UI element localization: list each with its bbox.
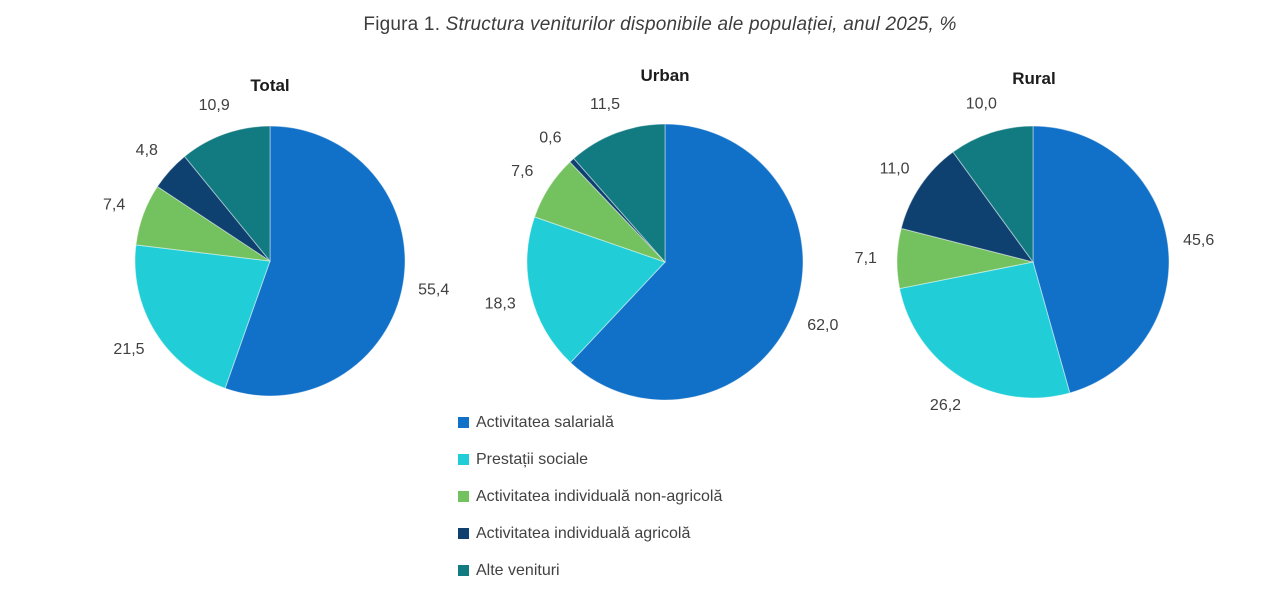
- pie-value-label: 7,4: [103, 196, 125, 213]
- pie-value-label: 0,6: [539, 129, 561, 146]
- legend-color-swatch-icon: [458, 454, 469, 465]
- legend-item-label: Prestații sociale: [476, 450, 589, 468]
- pie-value-label: 62,0: [807, 317, 838, 334]
- pie-slice-urban-0: [569, 123, 804, 401]
- legend-item-label: Activitatea salarială: [476, 413, 614, 431]
- legend-item-label: Activitatea individuală agricolă: [476, 524, 691, 542]
- pie-slice-total-0: [224, 125, 406, 397]
- pie-slice-rural-3: [900, 151, 1035, 263]
- pie-value-label: 55,4: [418, 282, 449, 299]
- pie-slice-urban-1: [526, 216, 666, 364]
- pie-title-total: Total: [250, 76, 290, 95]
- pie-value-label: 7,1: [855, 250, 877, 267]
- pie-value-label: 21,5: [113, 341, 144, 358]
- legend-item-non-agricola: Activitatea individuală non-agricolă: [458, 478, 722, 515]
- pie-slice-rural-2: [896, 227, 1034, 290]
- pie-slice-total-3: [156, 155, 271, 262]
- pie-slice-urban-4: [573, 123, 666, 264]
- chart-legend: Activitatea salarială Prestații sociale …: [458, 404, 722, 589]
- figure-title-prefix: Figura 1.: [363, 14, 441, 35]
- pie-value-label: 26,2: [930, 397, 961, 414]
- pie-slice-rural-4: [952, 125, 1034, 264]
- legend-item-prestatii: Prestații sociale: [458, 441, 722, 478]
- legend-item-label: Alte venituri: [476, 561, 560, 579]
- pie-title-urban: Urban: [640, 66, 690, 85]
- figure-title-text: Structura veniturilor disponibile ale po…: [445, 14, 957, 35]
- legend-color-swatch-icon: [458, 528, 469, 539]
- pie-value-label: 11,0: [880, 161, 910, 178]
- legend-item-label: Activitatea individuală non-agricolă: [476, 487, 723, 505]
- pie-value-label: 18,3: [485, 295, 516, 312]
- pie-slice-total-1: [134, 244, 271, 389]
- legend-color-swatch-icon: [458, 417, 469, 428]
- pie-slice-rural-1: [899, 261, 1071, 399]
- legend-item-alte: Alte venituri: [458, 552, 722, 589]
- figure-title: Figura 1. Structura veniturilor disponib…: [0, 14, 1280, 36]
- pie-value-label: 10,9: [199, 97, 230, 114]
- pie-value-label: 11,5: [590, 96, 620, 113]
- pie-slice-total-2: [135, 185, 271, 262]
- pie-value-label: 7,6: [511, 163, 533, 180]
- legend-item-salariala: Activitatea salarială: [458, 404, 722, 441]
- pie-slice-total-4: [183, 125, 271, 263]
- pie-value-label: 4,8: [136, 142, 158, 159]
- legend-color-swatch-icon: [458, 491, 469, 502]
- pie-slice-urban-3: [569, 157, 666, 263]
- legend-item-agricola: Activitatea individuală agricolă: [458, 515, 722, 552]
- pie-value-label: 10,0: [966, 96, 997, 113]
- pie-slice-rural-0: [1032, 125, 1170, 394]
- legend-color-swatch-icon: [458, 565, 469, 576]
- pie-title-rural: Rural: [1012, 69, 1056, 88]
- pie-value-label: 45,6: [1183, 232, 1214, 249]
- pie-slice-urban-2: [533, 161, 666, 263]
